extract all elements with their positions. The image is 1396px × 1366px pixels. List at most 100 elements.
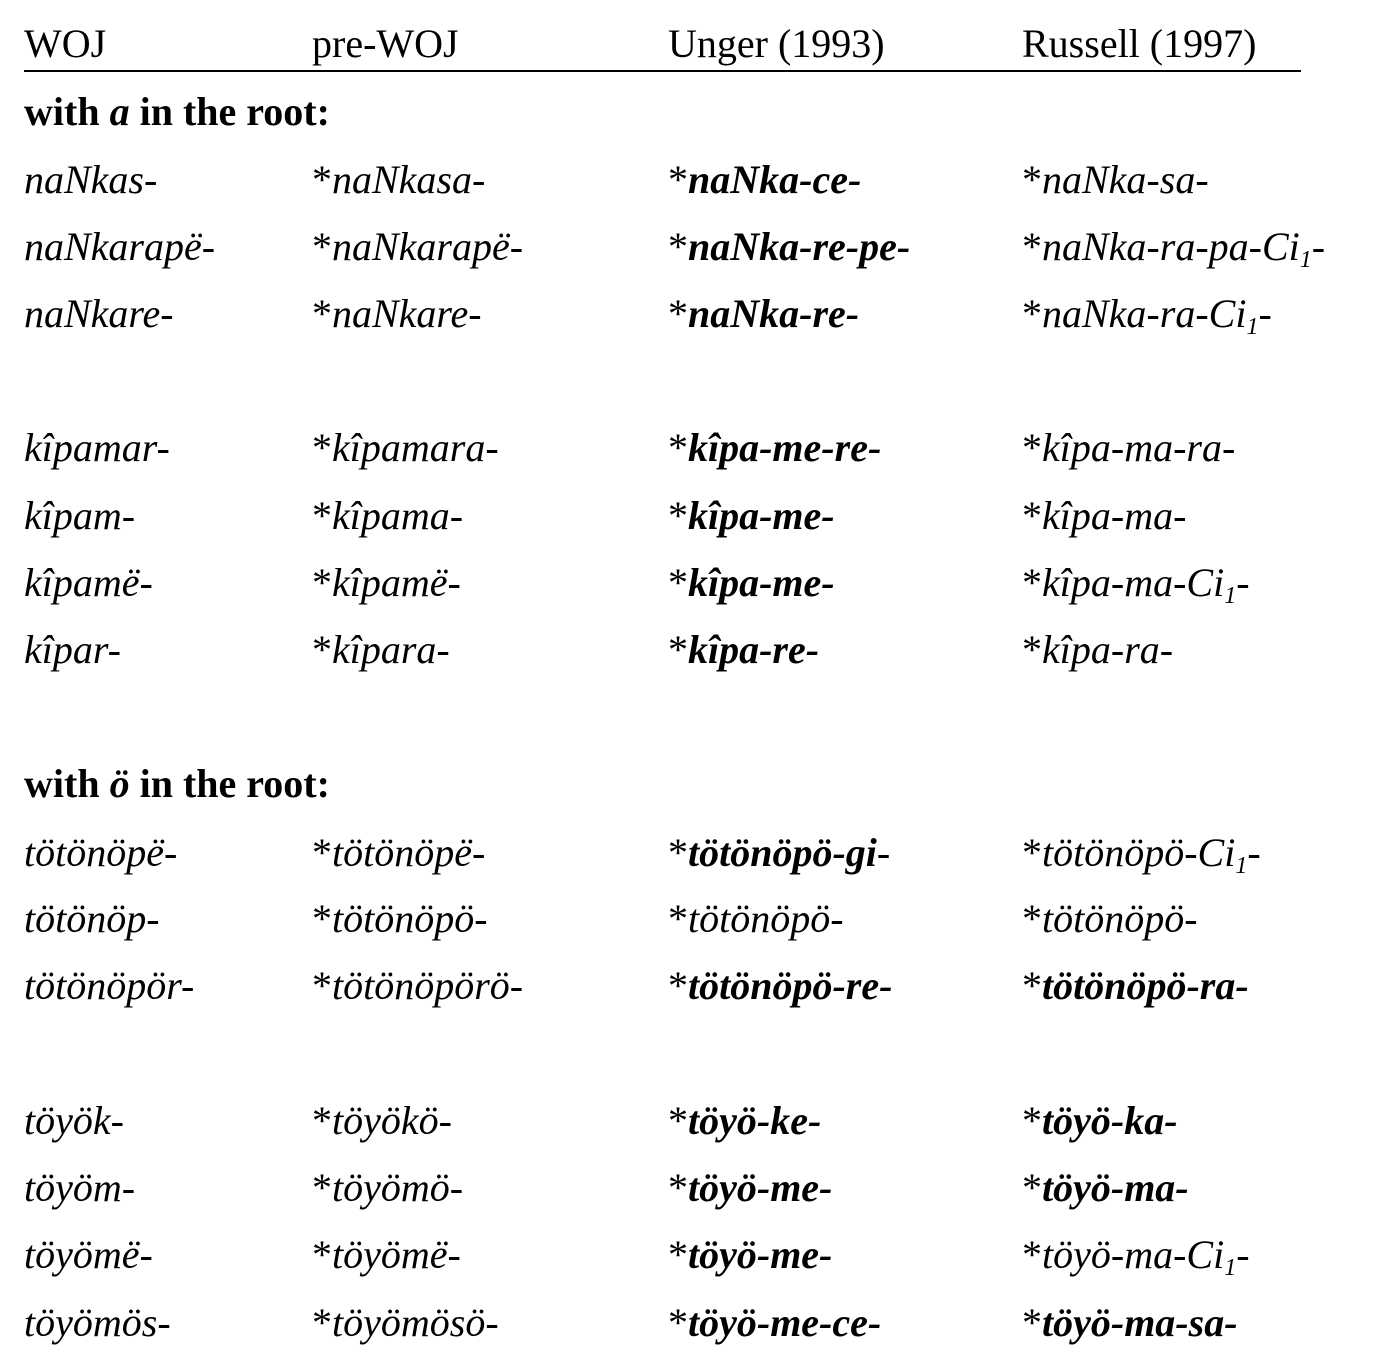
cell-woj: kîpam-	[24, 493, 136, 538]
cell-unger: *naNka-ce-	[668, 152, 861, 208]
cell-unger-form: naNka-re-	[688, 291, 860, 336]
cell-woj: naNkas-	[24, 157, 158, 202]
asterisk: *	[1022, 157, 1042, 202]
cell-russell: *kîpa-ma-Ci1-	[1022, 555, 1250, 611]
cell-pre-woj-form: töyömö-	[332, 1165, 464, 1210]
table-row: tötönöpë- *tötönöpë- *tötönöpö-gi- *tötönöp…	[0, 825, 1396, 881]
cell-pre-woj-form: kîpama-	[332, 493, 464, 538]
asterisk: *	[312, 896, 332, 941]
cell-pre-woj-form: tötönöpörö-	[332, 963, 524, 1008]
asterisk: *	[668, 1300, 688, 1345]
cell-russell: *tötönöpö-Ci1-	[1022, 825, 1261, 881]
cell-russell-form: töyö-ma-sa-	[1042, 1300, 1238, 1345]
cell-unger: *kîpa-me-	[668, 555, 835, 611]
cell-unger-form: töyö-me-ce-	[688, 1300, 882, 1345]
asterisk: *	[312, 963, 332, 1008]
section-heading-suffix: in the root:	[129, 89, 330, 134]
cell-russell-form: kîpa-ma-ra-	[1042, 425, 1236, 470]
cell-pre-woj-form: tötönöpë-	[332, 830, 486, 875]
cell-russell-form: naNka-ra-pa-Ci	[1042, 224, 1300, 269]
asterisk: *	[312, 830, 332, 875]
cell-unger-form: kîpa-me-re-	[688, 425, 882, 470]
cell-russell-form: naNka-sa-	[1042, 157, 1209, 202]
asterisk: *	[668, 291, 688, 336]
cell-unger-form: kîpa-re-	[688, 627, 820, 672]
cell-russell: *töyö-ma-	[1022, 1160, 1189, 1216]
asterisk: *	[1022, 830, 1042, 875]
cell-woj: kîpamë-	[24, 560, 153, 605]
cell-russell-form: tötönöpö-	[1042, 896, 1198, 941]
table-row: kîpam- *kîpama- *kîpa-me- *kîpa-ma-	[0, 488, 1396, 544]
cell-unger: *tötönöpö-re-	[668, 958, 892, 1014]
asterisk: *	[668, 224, 688, 269]
cell-russell: *kîpa-ra-	[1022, 622, 1173, 678]
cell-woj: kîpamar-	[24, 425, 170, 470]
cell-pre-woj: *kîpamë-	[312, 555, 461, 611]
asterisk: *	[312, 627, 332, 672]
asterisk: *	[1022, 627, 1042, 672]
cell-russell-tail: -	[1247, 830, 1261, 875]
table-row: töyömë- *töyömë- *töyö-me- *töyö-ma-Ci1-	[0, 1227, 1396, 1283]
section-heading-prefix: with	[24, 761, 110, 806]
cell-unger: *töyö-me-	[668, 1160, 832, 1216]
asterisk: *	[1022, 224, 1042, 269]
cell-unger-form: kîpa-me-	[688, 560, 835, 605]
cell-pre-woj: *töyömösö-	[312, 1295, 499, 1351]
section-heading-vowel: a	[109, 89, 130, 134]
cell-russell-form: naNka-ra-Ci	[1042, 291, 1247, 336]
asterisk: *	[1022, 1300, 1042, 1345]
cell-woj: töyömë-	[24, 1232, 153, 1277]
cell-woj: naNkarapë-	[24, 224, 216, 269]
asterisk: *	[312, 493, 332, 538]
asterisk: *	[1022, 493, 1042, 538]
asterisk: *	[668, 1098, 688, 1143]
asterisk: *	[668, 560, 688, 605]
cell-russell: *töyö-ma-sa-	[1022, 1295, 1238, 1351]
table-row: tötönöpör- *tötönöpörö- *tötönöpö-re- *tötö…	[0, 958, 1396, 1014]
asterisk: *	[312, 224, 332, 269]
cell-unger: *töyö-me-	[668, 1227, 832, 1283]
cell-unger: *töyö-ke-	[668, 1093, 821, 1149]
cell-unger-form: töyö-ke-	[688, 1098, 822, 1143]
cell-russell-form: töyö-ka-	[1042, 1098, 1178, 1143]
cell-pre-woj: *töyökö-	[312, 1093, 452, 1149]
cell-pre-woj: *naNkare-	[312, 286, 482, 342]
cell-unger-form: kîpa-me-	[688, 493, 835, 538]
asterisk: *	[312, 157, 332, 202]
cell-russell: *töyö-ma-Ci1-	[1022, 1227, 1250, 1283]
asterisk: *	[312, 560, 332, 605]
asterisk: *	[1022, 560, 1042, 605]
cell-pre-woj-form: tötönöpö-	[332, 896, 488, 941]
cell-russell-tail: -	[1311, 224, 1326, 269]
cell-russell: *naNka-sa-	[1022, 152, 1209, 208]
cell-unger-form: tötönöpö-gi	[688, 830, 877, 875]
table-row: töyöm- *töyömö- *töyö-me- *töyö-ma-	[0, 1160, 1396, 1216]
cell-russell: *tötönöpö-	[1022, 891, 1198, 947]
header-pre-woj: pre-WOJ	[312, 21, 459, 66]
header-woj: WOJ	[24, 21, 107, 66]
cell-russell: *kîpa-ma-	[1022, 488, 1186, 544]
cell-unger-form: naNka-re-pe-	[688, 224, 911, 269]
cell-pre-woj: *kîpara-	[312, 622, 450, 678]
table-row: naNkare- *naNkare- *naNka-re- *naNka-ra-Ci1…	[0, 286, 1396, 342]
asterisk: *	[312, 1098, 332, 1143]
asterisk: *	[312, 1300, 332, 1345]
cell-russell-subscript: 1	[1224, 583, 1237, 609]
table-row: naNkas- *naNkasa- *naNka-ce- *naNka-sa-	[0, 152, 1396, 208]
cell-russell-subscript: 1	[1299, 247, 1312, 273]
cell-russell: *kîpa-ma-ra-	[1022, 420, 1235, 476]
cell-unger: *tötönöpö-	[668, 891, 844, 947]
cell-russell: *naNka-ra-Ci1-	[1022, 286, 1272, 342]
cell-russell-form: kîpa-ma-Ci	[1042, 560, 1225, 605]
cell-russell-form: töyö-ma-	[1042, 1165, 1189, 1210]
cell-russell-form: töyö-ma-Ci	[1042, 1232, 1225, 1277]
cell-woj: tötönöp-	[24, 896, 160, 941]
cell-woj: töyömös-	[24, 1300, 171, 1345]
asterisk: *	[312, 291, 332, 336]
asterisk: *	[668, 896, 688, 941]
cell-unger-tail: -	[876, 830, 891, 875]
asterisk: *	[312, 425, 332, 470]
cell-russell-tail: -	[1258, 291, 1272, 336]
table-row: kîpar- *kîpara- *kîpa-re- *kîpa-ra-	[0, 622, 1396, 678]
